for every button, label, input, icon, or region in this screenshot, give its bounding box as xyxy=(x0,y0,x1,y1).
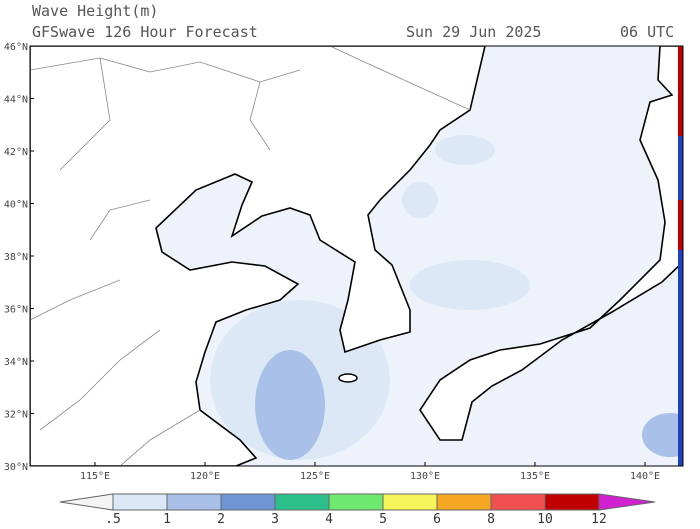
lat-label: 32°N xyxy=(4,410,28,421)
colorbar-segment xyxy=(166,493,222,511)
colorbar-label: 3 xyxy=(271,512,279,525)
borders xyxy=(30,46,471,466)
colorbar-label: 4 xyxy=(325,512,333,525)
colorbar-segment xyxy=(328,493,384,511)
wave-area xyxy=(435,135,495,165)
lat-label: 34°N xyxy=(4,357,28,368)
colorbar-label: 8 xyxy=(487,512,495,525)
edge-strip xyxy=(678,46,683,136)
time: 06 UTC xyxy=(620,23,674,41)
lon-label: 130°E xyxy=(410,471,440,482)
wave-area xyxy=(410,260,530,310)
axes: 46°N 44°N 42°N 40°N 38°N 36°N 34°N 32°N 30°N 115°… xyxy=(4,42,660,482)
map xyxy=(29,45,684,467)
lat-label: 30°N xyxy=(4,462,28,473)
colorbar-arrow xyxy=(598,493,656,511)
lat-label: 44°N xyxy=(4,95,28,106)
colorbar-segment xyxy=(112,493,168,511)
colorbar-segment xyxy=(544,493,600,511)
date: Sun 29 Jun 2025 xyxy=(406,23,541,41)
lat-label: 46°N xyxy=(4,42,28,53)
lat-label: 36°N xyxy=(4,305,28,316)
wave-area-high xyxy=(255,350,325,460)
colorbar-segment xyxy=(490,493,546,511)
wave-area-high xyxy=(642,413,683,457)
colorbar-label: 2 xyxy=(217,512,225,525)
colorbar-segment xyxy=(382,493,438,511)
colorbar-label: 1 xyxy=(163,512,171,525)
colorbar-segment xyxy=(436,493,492,511)
edge-strip xyxy=(678,46,683,466)
wave-area xyxy=(402,182,438,218)
subtitle: GFSwave 126 Hour Forecast xyxy=(32,23,258,41)
title: Wave Height(m) xyxy=(32,2,158,20)
lat-label: 38°N xyxy=(4,252,28,263)
colorbar-label: 6 xyxy=(433,512,441,525)
colorbar-segment xyxy=(220,493,276,511)
lon-label: 135°E xyxy=(520,471,550,482)
colorbar-label: 12 xyxy=(591,512,607,525)
lon-label: 120°E xyxy=(190,471,220,482)
colorbar-label: 10 xyxy=(537,512,553,525)
lat-label: 42°N xyxy=(4,147,28,158)
lon-label: 115°E xyxy=(80,471,110,482)
colorbar-segment xyxy=(274,493,330,511)
colorbar: .5 1 2 3 4 5 6 8 10 12 xyxy=(59,493,656,527)
island xyxy=(338,373,358,383)
edge-strip xyxy=(678,200,683,250)
lon-label: 125°E xyxy=(300,471,330,482)
lat-label: 40°N xyxy=(4,200,28,211)
mainland xyxy=(30,46,486,466)
colorbar-label: 5 xyxy=(379,512,387,525)
lon-label: 140°E xyxy=(630,471,660,482)
colorbar-label: .5 xyxy=(105,512,121,525)
japan xyxy=(419,46,683,441)
